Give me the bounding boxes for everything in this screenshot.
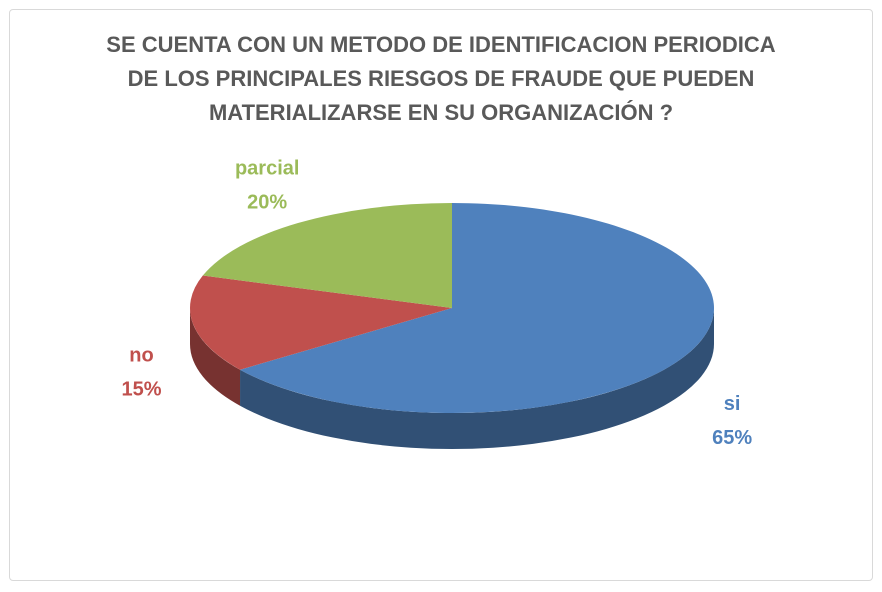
slice-side	[240, 308, 715, 449]
data-label-name: parcial	[235, 158, 299, 180]
slice	[202, 203, 452, 308]
data-label-value: 15%	[121, 379, 161, 401]
data-label-name: si	[724, 393, 741, 415]
slice-side	[190, 308, 241, 406]
slice	[240, 203, 715, 413]
data-label-value: 20%	[247, 192, 287, 214]
data-label-value: 65%	[712, 427, 752, 449]
chart-title: SE CUENTA CON UN METODO DE IDENTIFICACIO…	[106, 32, 776, 125]
slice	[190, 275, 452, 370]
data-label-name: no	[129, 345, 153, 367]
